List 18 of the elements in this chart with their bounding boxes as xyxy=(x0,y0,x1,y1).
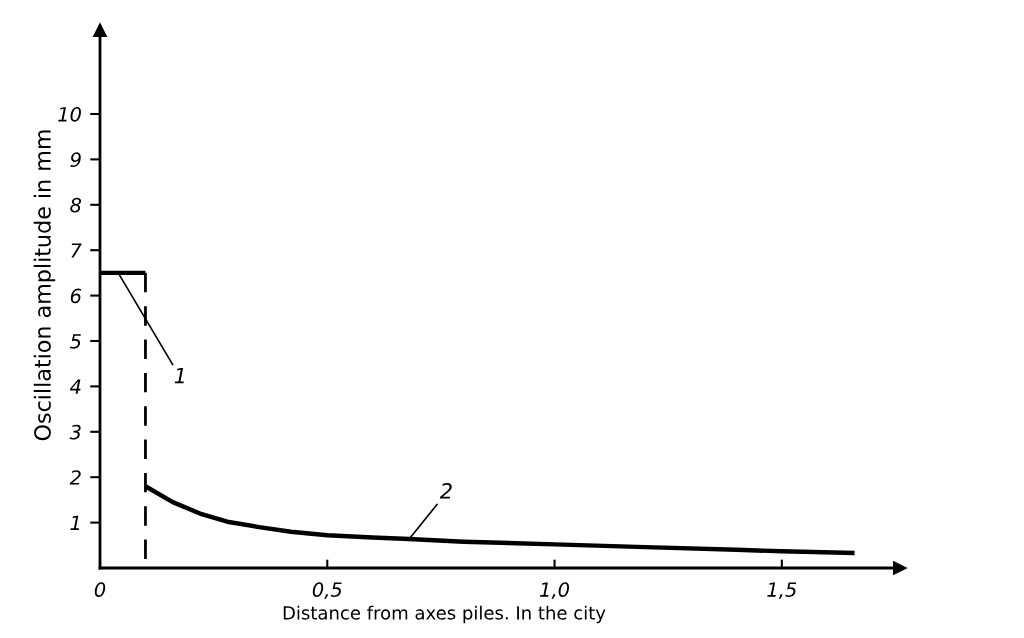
y-axis-title: Oscillation amplitude in mm xyxy=(33,130,56,441)
text: 1 xyxy=(174,367,184,384)
y-tick-label: 4 xyxy=(69,379,81,394)
y-tick-label: 6 xyxy=(70,288,82,304)
y-tick-label: 1 xyxy=(70,515,79,530)
y-tick-label: 3 xyxy=(69,424,81,440)
y-tick-label: 10 xyxy=(58,106,81,122)
x-axis-title: Distance from axes piles. In the city xyxy=(283,605,606,624)
y-tick-label: 5 xyxy=(69,334,81,349)
y-tick-label: 7 xyxy=(71,243,82,258)
text: 2 xyxy=(439,483,452,499)
y-tick-label: 8 xyxy=(70,197,82,213)
x-tick-label: 0,5 xyxy=(312,582,342,599)
x-tick-label: 1,0 xyxy=(540,582,570,599)
x-tick-label: 1,5 xyxy=(767,582,797,599)
y-tick-label: 2 xyxy=(69,470,81,485)
y-tick-label: 9 xyxy=(70,152,81,168)
x-tick-label: 0 xyxy=(94,582,106,597)
